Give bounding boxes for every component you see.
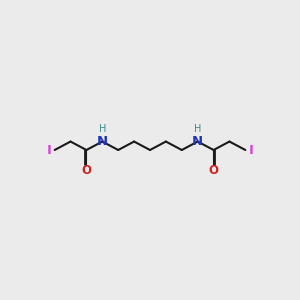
Text: I: I — [248, 143, 253, 157]
Text: H: H — [194, 124, 201, 134]
Text: I: I — [47, 143, 52, 157]
Text: N: N — [97, 135, 108, 148]
Text: H: H — [99, 124, 106, 134]
Text: O: O — [81, 164, 92, 177]
Text: O: O — [208, 164, 219, 177]
Text: N: N — [192, 135, 203, 148]
